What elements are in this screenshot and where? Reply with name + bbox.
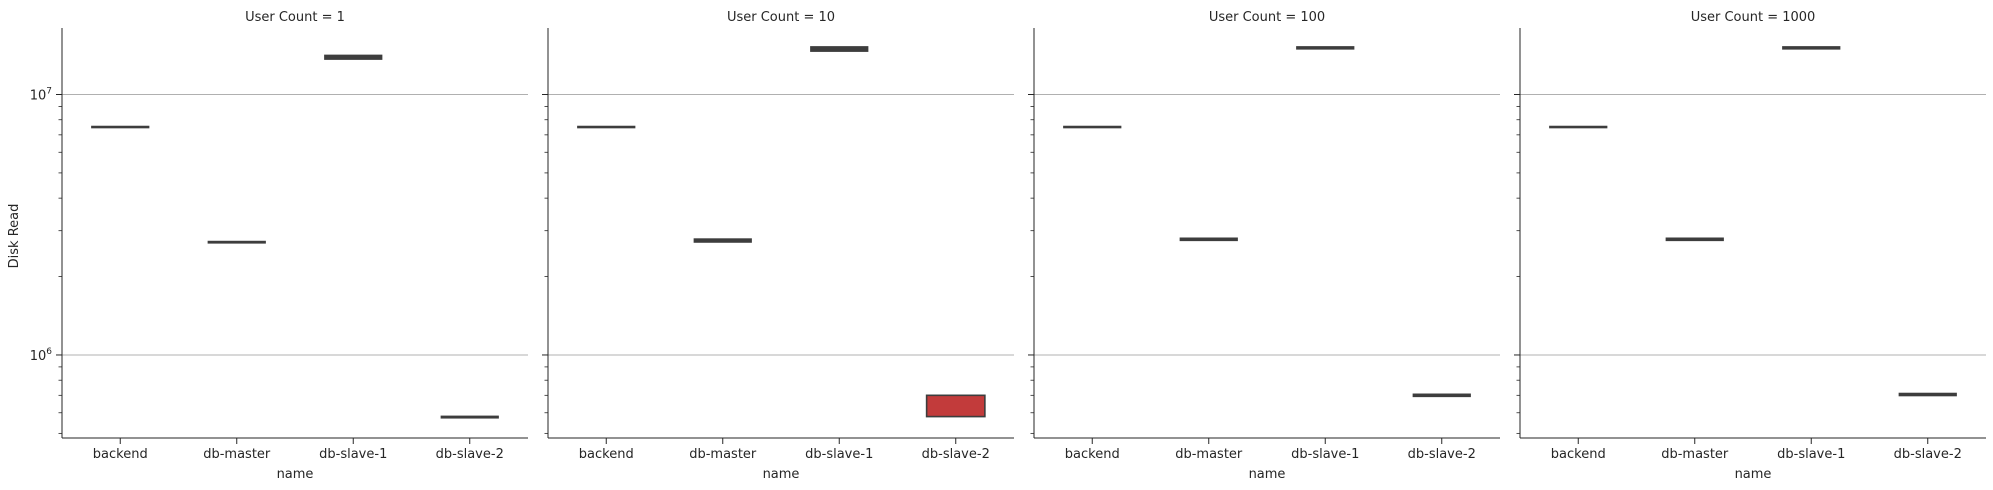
x-tick-label: db-master xyxy=(689,447,757,462)
x-axis-label: name xyxy=(763,467,800,482)
box-backend xyxy=(577,125,636,129)
box-db-slave-1 xyxy=(1296,46,1355,50)
box-db-slave-2 xyxy=(925,394,986,418)
box-db-slave-1 xyxy=(810,46,869,52)
y-axis-label: Disk Read xyxy=(7,204,22,269)
x-axis-label: name xyxy=(1249,467,1286,482)
facet-panel: User Count = 1000 backend db-master db-slav… xyxy=(1514,10,1986,482)
x-tick-label: db-slave-2 xyxy=(1408,447,1476,462)
panel-title: User Count = 10 xyxy=(727,10,835,25)
box-db-master xyxy=(207,240,266,244)
y-tick-label: 107 xyxy=(30,86,52,103)
y-tick-label: 106 xyxy=(30,347,53,364)
box-backend xyxy=(1549,125,1608,129)
x-tick-label: backend xyxy=(1551,447,1606,462)
box-db-slave-2 xyxy=(1898,392,1957,397)
panel-title: User Count = 100 xyxy=(1209,10,1325,25)
y-tick-base: 10 xyxy=(30,88,47,103)
x-tick-label: db-slave-1 xyxy=(1777,447,1845,462)
x-tick-label: backend xyxy=(579,447,634,462)
facet-panel: User Count = 100 backend db-master db-slave… xyxy=(1028,10,1500,482)
x-tick-label: db-slave-2 xyxy=(1894,447,1962,462)
x-tick-label: backend xyxy=(1065,447,1120,462)
box-db-slave-2 xyxy=(1412,393,1471,398)
box-db-master xyxy=(1179,237,1238,242)
x-axis-label: name xyxy=(1735,467,1772,482)
box-db-slave-2 xyxy=(440,415,499,419)
x-tick-label: db-slave-1 xyxy=(805,447,873,462)
panel-title: User Count = 1 xyxy=(245,10,345,25)
box-db-master xyxy=(1665,237,1724,242)
box-backend xyxy=(1063,125,1122,129)
x-tick-label: db-master xyxy=(1661,447,1729,462)
x-tick-label: backend xyxy=(93,447,148,462)
y-tick-exponent: 6 xyxy=(46,347,52,357)
x-tick-label: db-master xyxy=(1175,447,1243,462)
y-tick-exponent: 7 xyxy=(46,86,52,96)
panel-title: User Count = 1000 xyxy=(1691,10,1816,25)
x-tick-label: db-slave-2 xyxy=(436,447,504,462)
facet-panel: User Count = 10 backend db-master db-slave-… xyxy=(542,10,1014,482)
x-tick-label: db-slave-1 xyxy=(1291,447,1359,462)
box-db-slave-1 xyxy=(324,54,383,60)
x-axis-label: name xyxy=(277,467,314,482)
x-tick-label: db-slave-1 xyxy=(319,447,387,462)
x-tick-label: db-master xyxy=(203,447,271,462)
x-tick-label: db-slave-2 xyxy=(922,447,990,462)
box-db-slave-1 xyxy=(1782,46,1841,50)
box-backend xyxy=(91,125,150,129)
box-db-master xyxy=(693,238,752,243)
y-tick-base: 10 xyxy=(30,349,47,364)
